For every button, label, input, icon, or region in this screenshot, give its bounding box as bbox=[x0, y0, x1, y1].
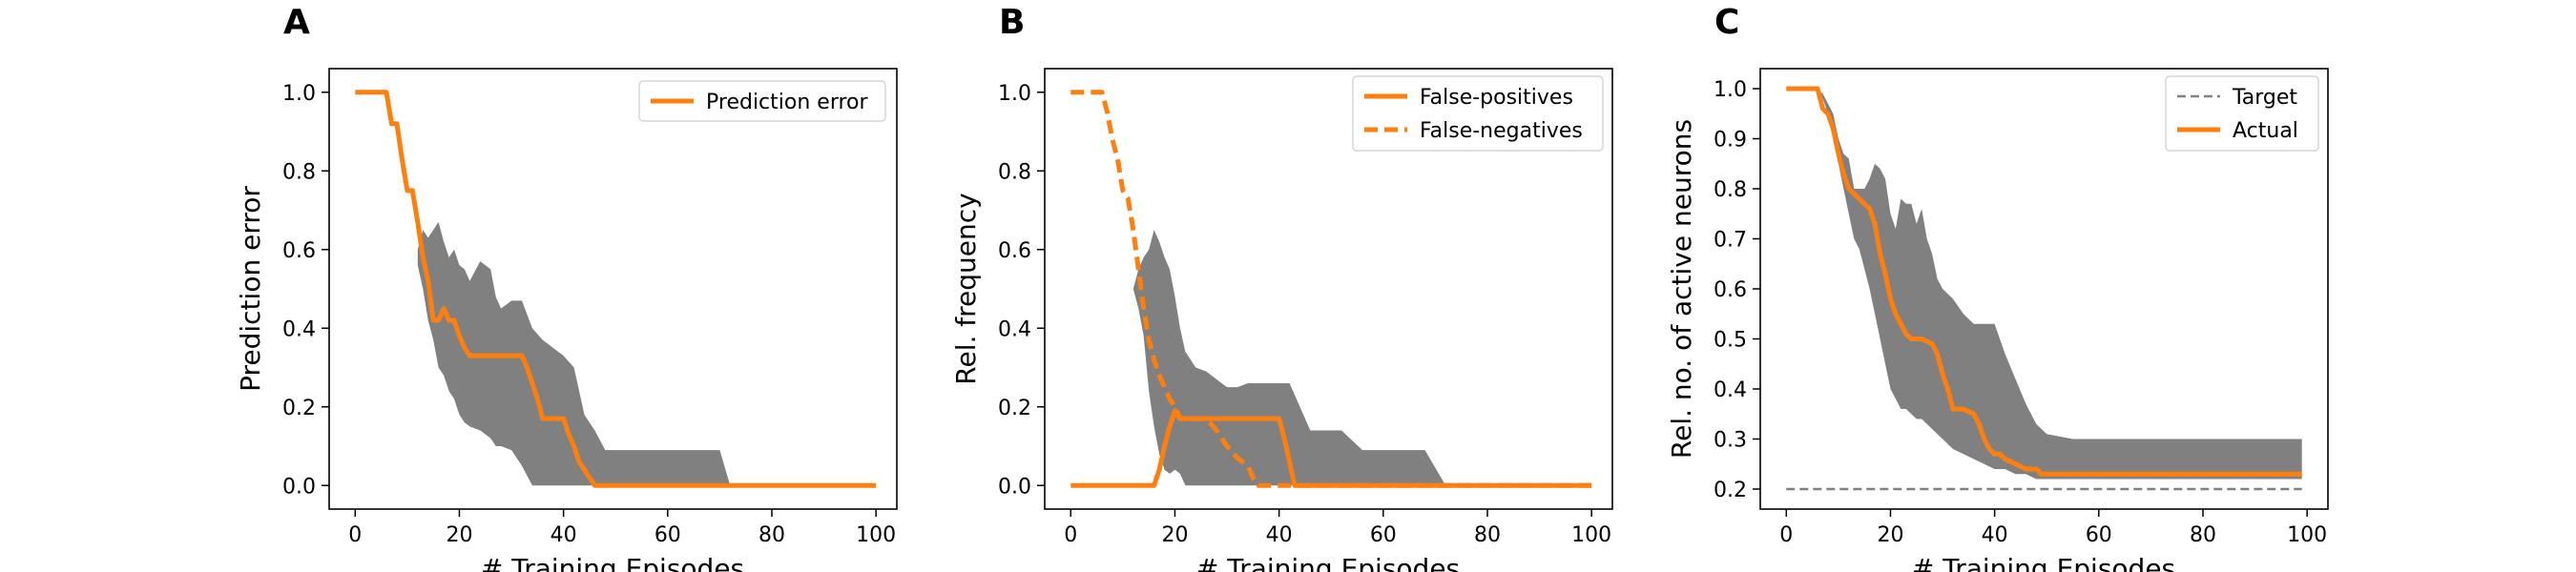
x-tick-label: 60 bbox=[1370, 523, 1397, 547]
x-tick-label: 100 bbox=[856, 523, 896, 547]
x-tick-label: 40 bbox=[1266, 523, 1293, 547]
legend: False-positives False-negatives bbox=[1352, 75, 1604, 152]
y-tick-label: 0.4 bbox=[998, 317, 1031, 341]
legend-label: False-negatives bbox=[1420, 119, 1583, 143]
x-tick-label: 60 bbox=[654, 523, 681, 547]
axes-frame bbox=[1044, 68, 1613, 510]
series-line-1 bbox=[355, 90, 877, 488]
variability-band bbox=[1132, 230, 1446, 486]
y-axis-label: Prediction error bbox=[235, 186, 266, 392]
y-tick-label: 0.3 bbox=[1714, 429, 1747, 453]
y-axis-label: Rel. frequency bbox=[950, 193, 982, 384]
x-tick-label: 20 bbox=[1161, 523, 1188, 547]
panel-a: A 0 20 40 60 80 100 0.0 0.2 0.4 0.6 0.8 1.0 # Train… bbox=[235, 3, 898, 572]
legend-label: Target bbox=[2232, 86, 2297, 110]
series-line-2 bbox=[1786, 86, 2302, 477]
x-tick-label: 80 bbox=[2190, 523, 2216, 547]
x-tick-label: 40 bbox=[1982, 523, 2008, 547]
y-tick-label: 0.2 bbox=[1714, 479, 1747, 502]
panel-letter: C bbox=[1714, 3, 1739, 42]
y-tick-label: 0.8 bbox=[998, 160, 1031, 184]
y-tick-label: 0.2 bbox=[282, 397, 316, 420]
y-tick-label: 0.4 bbox=[1714, 378, 1747, 402]
panel-letter: A bbox=[283, 3, 310, 42]
axes-frame bbox=[328, 68, 898, 510]
x-tick-label: 100 bbox=[1571, 523, 1611, 547]
x-tick-label: 20 bbox=[1877, 523, 1903, 547]
y-tick-label: 0.9 bbox=[1714, 129, 1747, 153]
panel-c: C 0 20 40 60 80 100 0.2 0.3 0.4 0.5 0.6 0.7 0.8 0.9 1.… bbox=[1666, 3, 2329, 572]
y-tick-label: 0.5 bbox=[1714, 329, 1747, 353]
y-tick-label: 0.0 bbox=[998, 475, 1031, 499]
x-tick-label: 100 bbox=[2287, 523, 2327, 547]
variability-band bbox=[417, 221, 731, 486]
x-axis-label: # Training Episodes bbox=[481, 553, 744, 572]
y-tick-label: 1.0 bbox=[998, 82, 1031, 106]
y-tick-label: 1.0 bbox=[1714, 78, 1747, 102]
y-tick-label: 0.8 bbox=[282, 160, 316, 184]
x-tick-label: 80 bbox=[758, 523, 785, 547]
legend-box bbox=[1352, 75, 1604, 152]
panel-letter: B bbox=[999, 3, 1025, 42]
y-tick-label: 0.6 bbox=[998, 239, 1031, 263]
x-tick-label: 0 bbox=[348, 523, 362, 547]
x-tick-label: 0 bbox=[1779, 523, 1793, 547]
series-line-1 bbox=[1070, 408, 1592, 488]
legend-box bbox=[638, 80, 886, 122]
y-tick-label: 0.7 bbox=[1714, 229, 1747, 253]
x-axis-label: # Training Episodes bbox=[1912, 553, 2175, 572]
y-tick-label: 0.6 bbox=[1714, 278, 1747, 302]
x-tick-label: 20 bbox=[446, 523, 472, 547]
legend-label: False-positives bbox=[1420, 86, 1573, 110]
legend-label: Prediction error bbox=[706, 91, 868, 114]
variability-band bbox=[1818, 89, 2302, 480]
y-tick-label: 0.8 bbox=[1714, 178, 1747, 202]
legend-label: Actual bbox=[2233, 119, 2298, 143]
y-tick-label: 0.6 bbox=[282, 239, 316, 263]
x-tick-label: 40 bbox=[551, 523, 577, 547]
x-axis-label: # Training Episodes bbox=[1196, 553, 1460, 572]
legend: Prediction error bbox=[638, 80, 886, 122]
x-tick-label: 60 bbox=[2086, 523, 2112, 547]
x-tick-label: 0 bbox=[1064, 523, 1077, 547]
y-axis-label: Rel. no. of active neurons bbox=[1666, 119, 1697, 459]
y-tick-label: 1.0 bbox=[282, 82, 316, 106]
x-tick-label: 80 bbox=[1474, 523, 1501, 547]
panel-b: B 0 20 40 60 80 100 0.0 0.2 0.4 0.6 0.8 1.0 # Train… bbox=[950, 3, 1613, 572]
y-tick-label: 0.2 bbox=[998, 397, 1031, 420]
series-line-2 bbox=[1070, 90, 1592, 488]
legend: Target Actual bbox=[2165, 75, 2319, 152]
y-tick-label: 0.0 bbox=[282, 475, 316, 499]
y-tick-label: 0.4 bbox=[282, 317, 316, 341]
